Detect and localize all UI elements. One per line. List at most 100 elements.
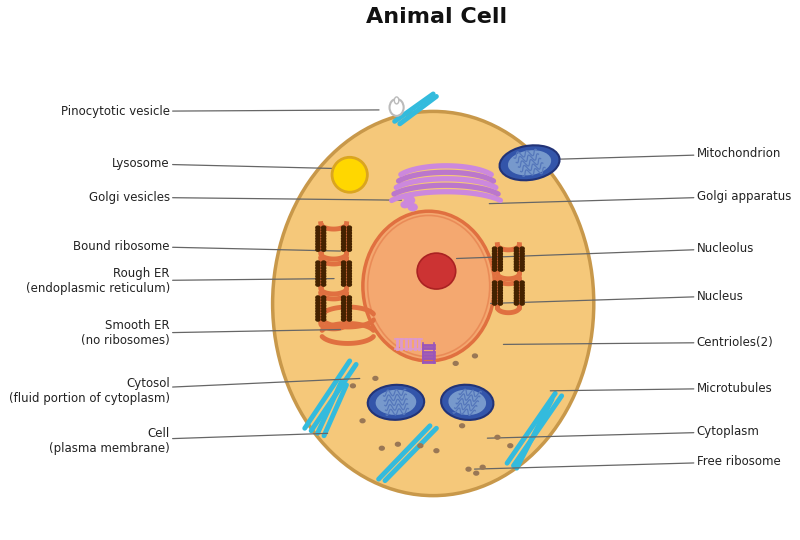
Circle shape bbox=[342, 309, 346, 313]
Circle shape bbox=[514, 263, 518, 266]
Circle shape bbox=[347, 269, 351, 272]
Text: Centrioles(2): Centrioles(2) bbox=[503, 336, 774, 349]
Circle shape bbox=[316, 226, 320, 230]
Circle shape bbox=[342, 304, 346, 307]
Circle shape bbox=[347, 304, 351, 307]
Circle shape bbox=[322, 309, 326, 313]
Circle shape bbox=[520, 247, 524, 250]
Text: Pinocytotic vesicle: Pinocytotic vesicle bbox=[61, 105, 379, 118]
Circle shape bbox=[514, 247, 518, 250]
Circle shape bbox=[520, 289, 524, 292]
Circle shape bbox=[514, 302, 518, 305]
Circle shape bbox=[514, 292, 518, 295]
Circle shape bbox=[316, 272, 320, 275]
Circle shape bbox=[347, 248, 351, 251]
Circle shape bbox=[498, 258, 502, 261]
Ellipse shape bbox=[417, 253, 456, 289]
Ellipse shape bbox=[499, 145, 559, 180]
Circle shape bbox=[322, 269, 326, 272]
Circle shape bbox=[342, 307, 346, 310]
Circle shape bbox=[498, 296, 502, 300]
Circle shape bbox=[408, 204, 417, 211]
Ellipse shape bbox=[363, 211, 494, 361]
Text: Nucleus: Nucleus bbox=[490, 289, 743, 303]
Circle shape bbox=[360, 419, 365, 423]
Circle shape bbox=[350, 384, 355, 388]
Circle shape bbox=[404, 196, 414, 204]
Text: Free ribosome: Free ribosome bbox=[474, 455, 780, 469]
Circle shape bbox=[498, 294, 502, 297]
Circle shape bbox=[520, 265, 524, 268]
Circle shape bbox=[342, 261, 346, 264]
Circle shape bbox=[322, 261, 326, 264]
Text: Golgi vesicles: Golgi vesicles bbox=[89, 191, 402, 204]
Circle shape bbox=[322, 280, 326, 284]
Circle shape bbox=[520, 281, 524, 284]
Circle shape bbox=[322, 318, 326, 321]
Circle shape bbox=[347, 309, 351, 313]
Circle shape bbox=[514, 255, 518, 258]
Ellipse shape bbox=[332, 157, 367, 192]
Circle shape bbox=[342, 234, 346, 238]
Ellipse shape bbox=[376, 390, 416, 415]
Circle shape bbox=[520, 258, 524, 261]
Circle shape bbox=[520, 249, 524, 253]
Ellipse shape bbox=[368, 385, 424, 420]
Circle shape bbox=[342, 315, 346, 319]
Circle shape bbox=[493, 268, 497, 271]
Circle shape bbox=[498, 255, 502, 258]
Circle shape bbox=[498, 289, 502, 292]
Circle shape bbox=[498, 263, 502, 266]
Text: Lysosome: Lysosome bbox=[112, 157, 344, 170]
Circle shape bbox=[514, 252, 518, 255]
Circle shape bbox=[322, 296, 326, 299]
Circle shape bbox=[322, 237, 326, 240]
Circle shape bbox=[342, 248, 346, 251]
Circle shape bbox=[520, 296, 524, 300]
Circle shape bbox=[316, 229, 320, 232]
Circle shape bbox=[474, 471, 478, 475]
Circle shape bbox=[347, 242, 351, 246]
Circle shape bbox=[466, 467, 471, 471]
Circle shape bbox=[322, 299, 326, 302]
Circle shape bbox=[347, 313, 351, 315]
Circle shape bbox=[316, 245, 320, 248]
Circle shape bbox=[480, 465, 485, 469]
Circle shape bbox=[498, 284, 502, 287]
Circle shape bbox=[493, 260, 497, 264]
Circle shape bbox=[493, 284, 497, 287]
Circle shape bbox=[342, 226, 346, 230]
Circle shape bbox=[514, 258, 518, 261]
Circle shape bbox=[454, 361, 458, 365]
Ellipse shape bbox=[448, 390, 486, 415]
Circle shape bbox=[498, 286, 502, 289]
Circle shape bbox=[347, 261, 351, 264]
Circle shape bbox=[316, 234, 320, 238]
Circle shape bbox=[520, 302, 524, 305]
Circle shape bbox=[473, 354, 478, 358]
Circle shape bbox=[347, 272, 351, 275]
Circle shape bbox=[342, 313, 346, 315]
Circle shape bbox=[395, 442, 400, 446]
Circle shape bbox=[493, 265, 497, 268]
Circle shape bbox=[514, 268, 518, 271]
Circle shape bbox=[495, 435, 500, 439]
Circle shape bbox=[322, 242, 326, 246]
Circle shape bbox=[322, 301, 326, 305]
Circle shape bbox=[347, 264, 351, 267]
Circle shape bbox=[347, 307, 351, 310]
Circle shape bbox=[493, 255, 497, 258]
Ellipse shape bbox=[273, 111, 594, 496]
Circle shape bbox=[493, 302, 497, 305]
Circle shape bbox=[493, 249, 497, 253]
Circle shape bbox=[322, 304, 326, 307]
Circle shape bbox=[342, 264, 346, 267]
Circle shape bbox=[347, 283, 351, 286]
Circle shape bbox=[322, 229, 326, 232]
Circle shape bbox=[342, 301, 346, 305]
Circle shape bbox=[514, 299, 518, 302]
Circle shape bbox=[342, 318, 346, 321]
Circle shape bbox=[316, 313, 320, 315]
Circle shape bbox=[493, 247, 497, 250]
Circle shape bbox=[460, 424, 465, 428]
